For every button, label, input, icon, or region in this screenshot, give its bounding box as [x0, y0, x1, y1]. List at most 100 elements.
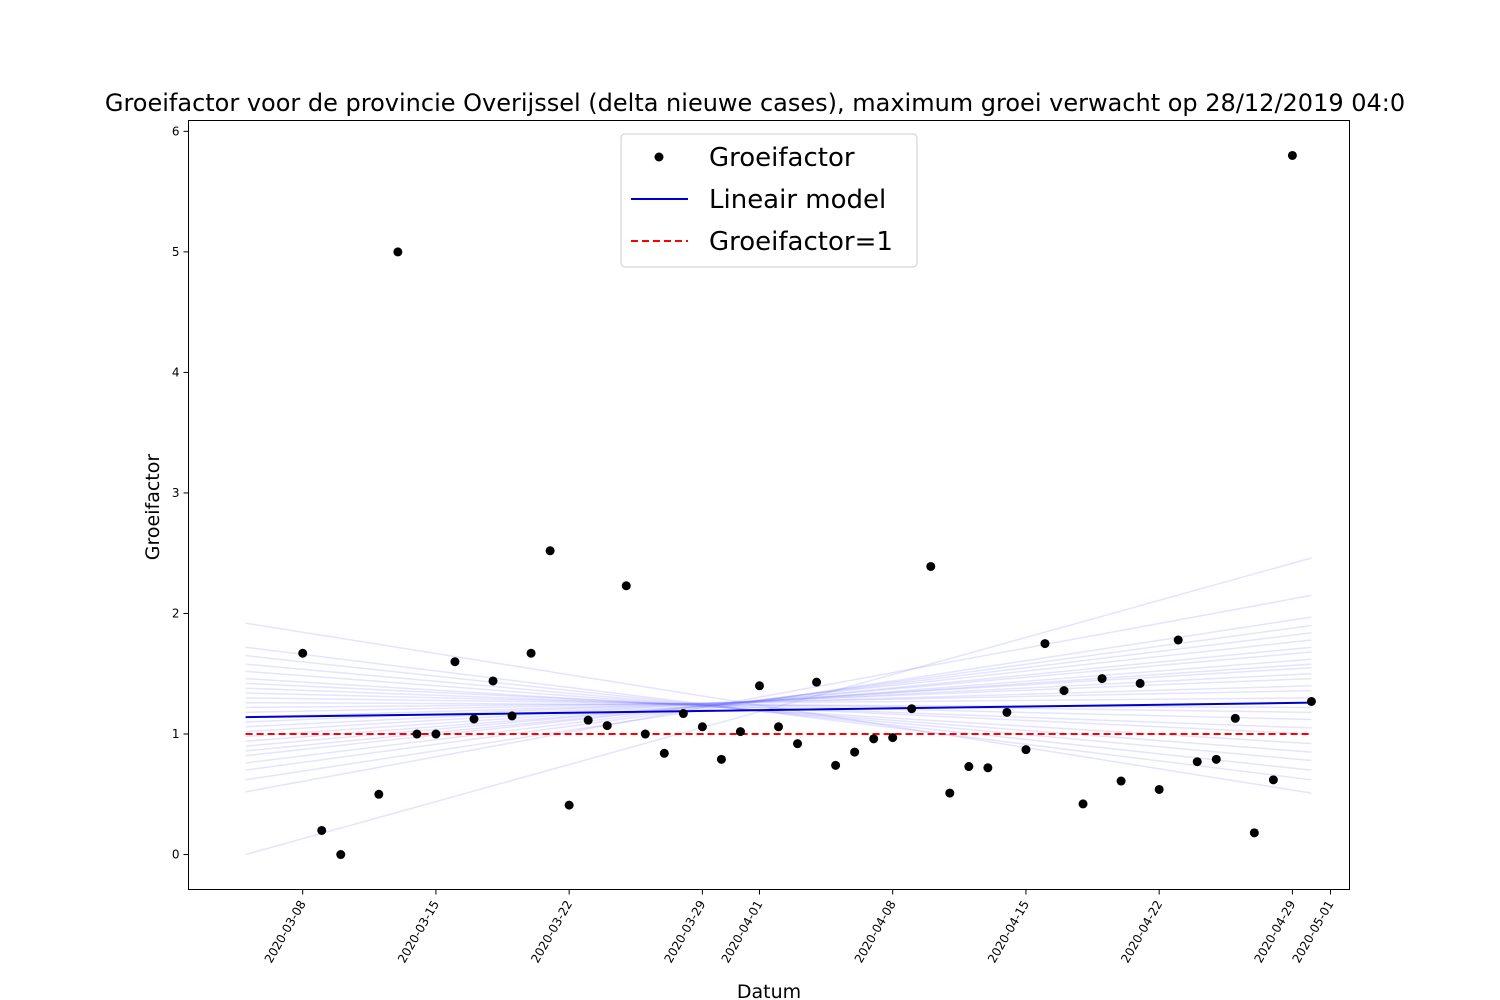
data-point [793, 739, 803, 749]
legend: Groeifactor Lineair model Groeifactor=1 [620, 133, 918, 268]
data-point [869, 734, 879, 744]
x-tick-label: 2020-04-15 [985, 898, 1032, 965]
model-line [245, 701, 1312, 719]
data-point [1021, 745, 1031, 755]
ensemble-line [245, 639, 1312, 757]
ensemble-line [245, 692, 1312, 721]
x-tick-label: 2020-03-15 [395, 898, 442, 965]
data-point [1078, 799, 1088, 809]
data-point [1173, 635, 1183, 645]
data-point [1287, 150, 1297, 160]
data-point [774, 722, 784, 732]
data-point [697, 722, 707, 732]
y-tick-label: 4 [172, 365, 180, 379]
x-tick-label: 2020-03-29 [661, 898, 708, 965]
ensemble-line [245, 651, 1312, 747]
data-point [888, 733, 898, 743]
x-axis: 2020-03-08 2020-03-15 2020-03-22 2020-03-29… [262, 889, 1337, 965]
data-point [1211, 754, 1221, 764]
ensemble-line [245, 654, 1312, 771]
data-point [1230, 713, 1240, 723]
y-tick-label: 2 [172, 606, 180, 620]
y-axis-label: Groeifactor [142, 454, 164, 561]
data-point [640, 729, 650, 739]
data-point [1306, 696, 1316, 706]
ensemble-line [245, 670, 1312, 753]
ensemble-line [245, 701, 1312, 709]
x-tick-label: 2020-04-01 [719, 898, 766, 965]
y-tick-label: 5 [172, 245, 180, 259]
data-point [507, 711, 517, 721]
data-point [716, 754, 726, 764]
x-tick-label: 2020-03-08 [262, 898, 309, 965]
x-tick-label: 2020-04-22 [1118, 898, 1165, 965]
data-points [298, 150, 1316, 860]
data-point [1268, 775, 1278, 785]
data-point [735, 727, 745, 737]
ensemble-line [245, 646, 1312, 781]
ensemble-line [245, 677, 1312, 745]
data-point [374, 789, 384, 799]
chart-title: Groeifactor voor de provincie Overijssel… [105, 89, 1405, 117]
ensemble-line [245, 687, 1312, 729]
data-point [412, 729, 422, 739]
y-tick-label: 0 [172, 848, 180, 862]
y-tick-label: 1 [172, 727, 180, 741]
data-point [317, 825, 327, 835]
data-point [1154, 784, 1164, 794]
ensemble-line [245, 697, 1312, 709]
data-point [754, 681, 764, 691]
y-axis: 0 1 2 3 4 5 6 [172, 124, 189, 862]
data-point [450, 657, 460, 667]
legend-marker-points [654, 152, 664, 162]
ensemble-line [245, 622, 1312, 794]
data-point [1097, 674, 1107, 684]
data-point [431, 729, 441, 739]
ensemble-line [245, 594, 1312, 793]
data-point [850, 747, 860, 757]
data-point [1059, 686, 1069, 696]
data-point [983, 763, 993, 773]
ensemble-line [245, 658, 1312, 742]
data-point [583, 715, 593, 725]
data-point [1040, 639, 1050, 649]
data-point [545, 546, 555, 556]
y-tick-label: 3 [172, 486, 180, 500]
ensemble-line [245, 682, 1312, 735]
data-point [831, 760, 841, 770]
y-tick-label: 6 [172, 124, 180, 138]
ensemble-line [245, 557, 1312, 856]
legend-box [620, 133, 918, 268]
ensemble-line [245, 666, 1312, 733]
data-point [678, 709, 688, 719]
ensemble-line [245, 685, 1312, 718]
data-point [659, 748, 669, 758]
data-point [1116, 776, 1126, 786]
model-line-layer [245, 701, 1312, 719]
data-point [926, 561, 936, 571]
data-point [469, 714, 479, 724]
data-point [336, 850, 346, 860]
data-point [945, 788, 955, 798]
data-point [602, 721, 612, 731]
x-axis-label: Datum [737, 981, 801, 1000]
data-point [526, 648, 536, 658]
ensemble-line [245, 632, 1312, 764]
data-point [812, 677, 822, 687]
data-point [907, 704, 917, 714]
data-point [564, 800, 574, 810]
legend-label-reference: Groeifactor=1 [709, 227, 893, 257]
data-point [964, 762, 974, 772]
ensemble-line [245, 663, 1312, 738]
legend-label-model: Lineair model [709, 185, 886, 215]
data-point [1249, 828, 1259, 838]
data-point [488, 676, 498, 686]
ensemble-line [245, 616, 1312, 781]
ensemble-lines [245, 557, 1312, 856]
plot-frame [188, 120, 1350, 890]
data-point [298, 648, 308, 658]
ensemble-line [245, 697, 1312, 714]
x-tick-label: 2020-03-22 [528, 898, 575, 965]
data-point [1135, 678, 1145, 688]
